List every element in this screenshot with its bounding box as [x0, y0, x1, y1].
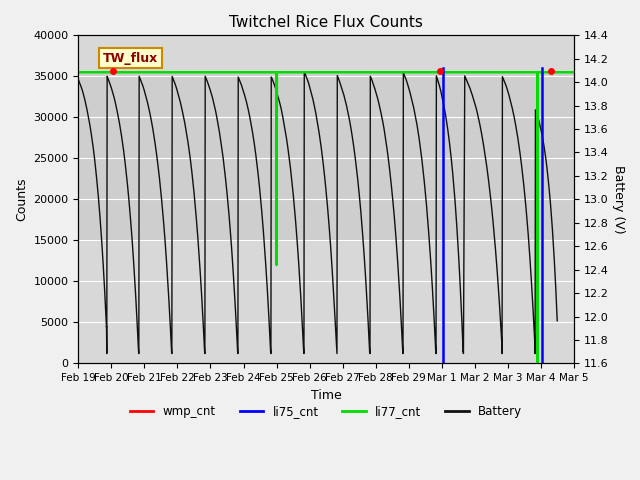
Y-axis label: Counts: Counts [15, 178, 28, 221]
Title: Twitchel Rice Flux Counts: Twitchel Rice Flux Counts [229, 15, 423, 30]
Y-axis label: Battery (V): Battery (V) [612, 165, 625, 234]
Bar [79, 72, 573, 240]
X-axis label: Time: Time [310, 389, 342, 402]
Legend: wmp_cnt, li75_cnt, li77_cnt, Battery: wmp_cnt, li75_cnt, li77_cnt, Battery [125, 401, 527, 423]
Text: TW_flux: TW_flux [103, 52, 159, 65]
